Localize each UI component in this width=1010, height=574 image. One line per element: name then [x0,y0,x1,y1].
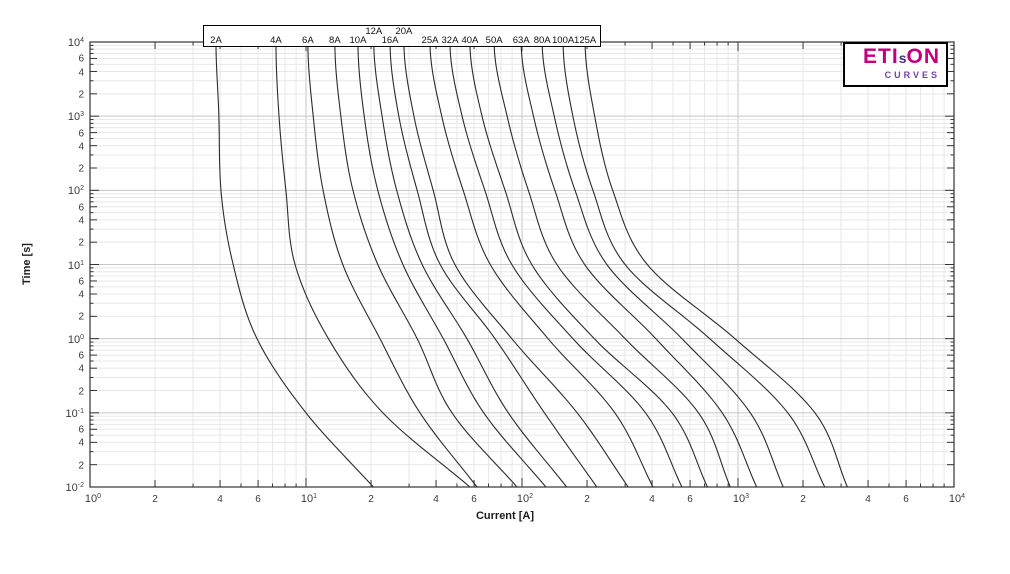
x-tick-label-6e1: 6 [471,494,477,505]
logo-subtitle: CURVES [884,70,940,80]
curve-12A [373,41,568,488]
curve-4A [275,41,471,488]
y-tick-label-4e-2: 4 [78,437,84,449]
x-axis-title: Current [A] [475,510,535,522]
y-tick-label-10e-1: 10-1 [65,407,84,420]
x-tick-label-4e2: 4 [649,494,655,505]
y-tick-label-2e-2: 2 [78,460,84,472]
curve-label-4A: 4A [270,35,282,46]
x-tick-label-2e0: 2 [152,494,158,505]
curve-125A [584,41,848,488]
y-tick-label-6e-2: 6 [78,424,84,436]
curve-label-20A: 20A [395,26,413,37]
curve-label-10A: 10A [349,35,367,46]
curve-label-63A: 63A [512,35,530,46]
curve-label-50A: 50A [485,35,503,46]
curve-63A [520,41,758,488]
curve-10A [357,41,547,488]
x-tick-label-2e1: 2 [368,494,374,505]
x-tick-label-4e3: 4 [865,494,871,505]
curve-25A [429,41,654,488]
etison-logo: ETIsON CURVES [843,42,948,87]
x-tick-label-6e3: 6 [903,494,909,505]
curve-32A [449,41,683,488]
curve-100A [562,41,826,488]
y-tick-label-4e3: 4 [78,67,84,78]
y-tick-label-2e1: 2 [78,237,84,249]
y-tick-label-6e1: 6 [78,202,84,214]
curve-label-100A: 100A [552,35,575,46]
y-axis-title: Time [s] [21,243,33,285]
x-tick-label-4e1: 4 [433,494,439,505]
curve-label-40A: 40A [461,35,479,46]
x-tick-label-10e0: 100 [84,493,102,505]
logo-part-on: ON [906,45,940,68]
curve-2A [215,41,374,488]
curve-6A [307,41,478,488]
x-tick-label-2e3: 2 [800,494,806,505]
y-tick-label-2e0: 2 [78,311,84,323]
y-tick-label-10e1: 101 [67,259,84,272]
y-tick-label-4e0: 4 [78,289,84,301]
curve-8A [334,41,518,488]
curve-label-2A: 2A [210,35,222,46]
x-tick-label-10e2: 102 [516,493,534,505]
curve-label-125A: 125A [574,35,597,46]
curve-50A [493,41,731,488]
y-tick-label-6e-1: 6 [78,350,84,362]
x-tick-label-10e3: 103 [732,493,750,505]
curve-16A [389,41,598,488]
x-tick-label-10e4: 104 [948,493,966,505]
y-tick-label-10e0: 100 [67,333,84,346]
y-tick-label-2e-1: 2 [78,386,84,397]
curve-label-8A: 8A [329,35,341,46]
logo-part-eti: ETI [863,45,899,68]
x-tick-label-4e0: 4 [217,494,223,505]
y-tick-label-6e3: 6 [78,53,84,65]
curve-label-25A: 25A [421,35,439,46]
logo-wordmark: ETIsON [845,45,940,70]
logo-part-s: s [898,50,907,66]
x-tick-label-2e2: 2 [584,494,590,505]
y-tick-label-2e3: 2 [78,89,84,101]
curve-label-32A: 32A [441,35,459,46]
x-tick-label-10e1: 101 [300,493,318,505]
y-tick-label-10e-2: 10-2 [65,482,84,494]
curve-label-12A: 12A [365,26,383,37]
y-tick-label-4e1: 4 [78,215,84,227]
curve-20A [403,41,629,488]
x-tick-label-6e0: 6 [255,494,261,505]
curve-40A [469,41,708,488]
y-tick-label-4e2: 4 [78,141,84,153]
curve-label-6A: 6A [302,35,314,46]
y-tick-label-10e4: 104 [67,37,84,49]
curve-label-16A: 16A [381,35,399,46]
y-tick-label-6e0: 6 [78,276,84,288]
x-tick-label-6e2: 6 [687,494,693,505]
y-tick-label-6e2: 6 [78,128,84,140]
y-tick-label-2e2: 2 [78,163,84,175]
curve-label-box [203,25,601,47]
curve-label-80A: 80A [533,35,551,46]
y-tick-label-10e2: 102 [67,185,84,198]
curve-80A [541,41,784,488]
y-tick-label-4e-1: 4 [78,363,84,375]
y-tick-label-10e3: 103 [67,111,84,124]
